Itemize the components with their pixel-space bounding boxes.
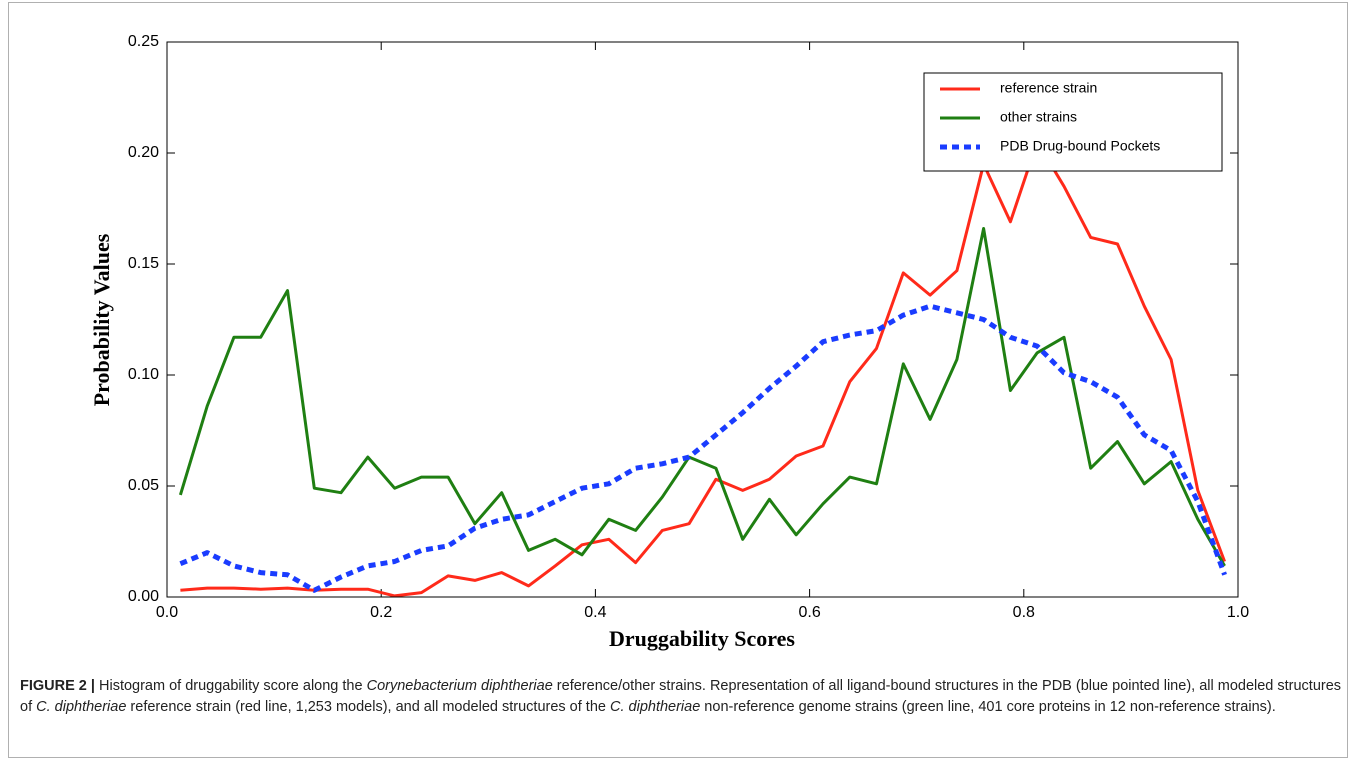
- y-tick-label: 0.15: [128, 255, 159, 272]
- plot-frame: [166, 41, 1239, 598]
- y-tick-label: 0.05: [128, 477, 159, 494]
- series-line: [179, 303, 1227, 593]
- figure-frame: [8, 2, 1348, 758]
- x-tick-label: 0.2: [370, 604, 392, 621]
- caption: FIGURE 2 | Histogram of druggability sco…: [20, 676, 1342, 718]
- x-axis-label: Druggability Scores: [609, 626, 795, 651]
- caption-text: non-reference genome strains (green line…: [700, 699, 1276, 715]
- caption-text: reference/other strains. Representation …: [20, 678, 1342, 715]
- y-tick-label: 0.00: [128, 588, 159, 605]
- y-tick-label: 0.25: [128, 33, 159, 50]
- y-axis-label: Probability Values: [89, 233, 114, 406]
- x-tick-label: 0.0: [156, 604, 178, 621]
- caption-text: Histogram of druggability score along th…: [99, 678, 367, 694]
- caption-text: reference strain (red line, 1,253 models…: [126, 699, 610, 715]
- caption-label: FIGURE 2 |: [20, 678, 95, 694]
- series-line: [180, 140, 1227, 598]
- caption-text: C. diphtheriae: [36, 699, 127, 715]
- x-tick-label: 0.4: [584, 604, 606, 621]
- chart: Druggability Scores Probability Values 0…: [89, 33, 1249, 651]
- x-tick-label: 0.6: [798, 604, 820, 621]
- legend-label: PDB Drug-bound Pockets: [1000, 138, 1160, 154]
- y-tick-label: 0.10: [128, 366, 159, 383]
- y-tick-label: 0.20: [128, 144, 159, 161]
- caption-text: C. diphtheriae: [610, 699, 701, 715]
- legend-label: other strains: [1000, 109, 1077, 125]
- x-tick-label: 1.0: [1227, 604, 1249, 621]
- caption-text: Corynebacterium diphtheriae: [366, 678, 553, 694]
- series-line: [178, 227, 1226, 567]
- legend-label: reference strain: [1000, 80, 1097, 96]
- x-tick-label: 0.8: [1013, 604, 1035, 621]
